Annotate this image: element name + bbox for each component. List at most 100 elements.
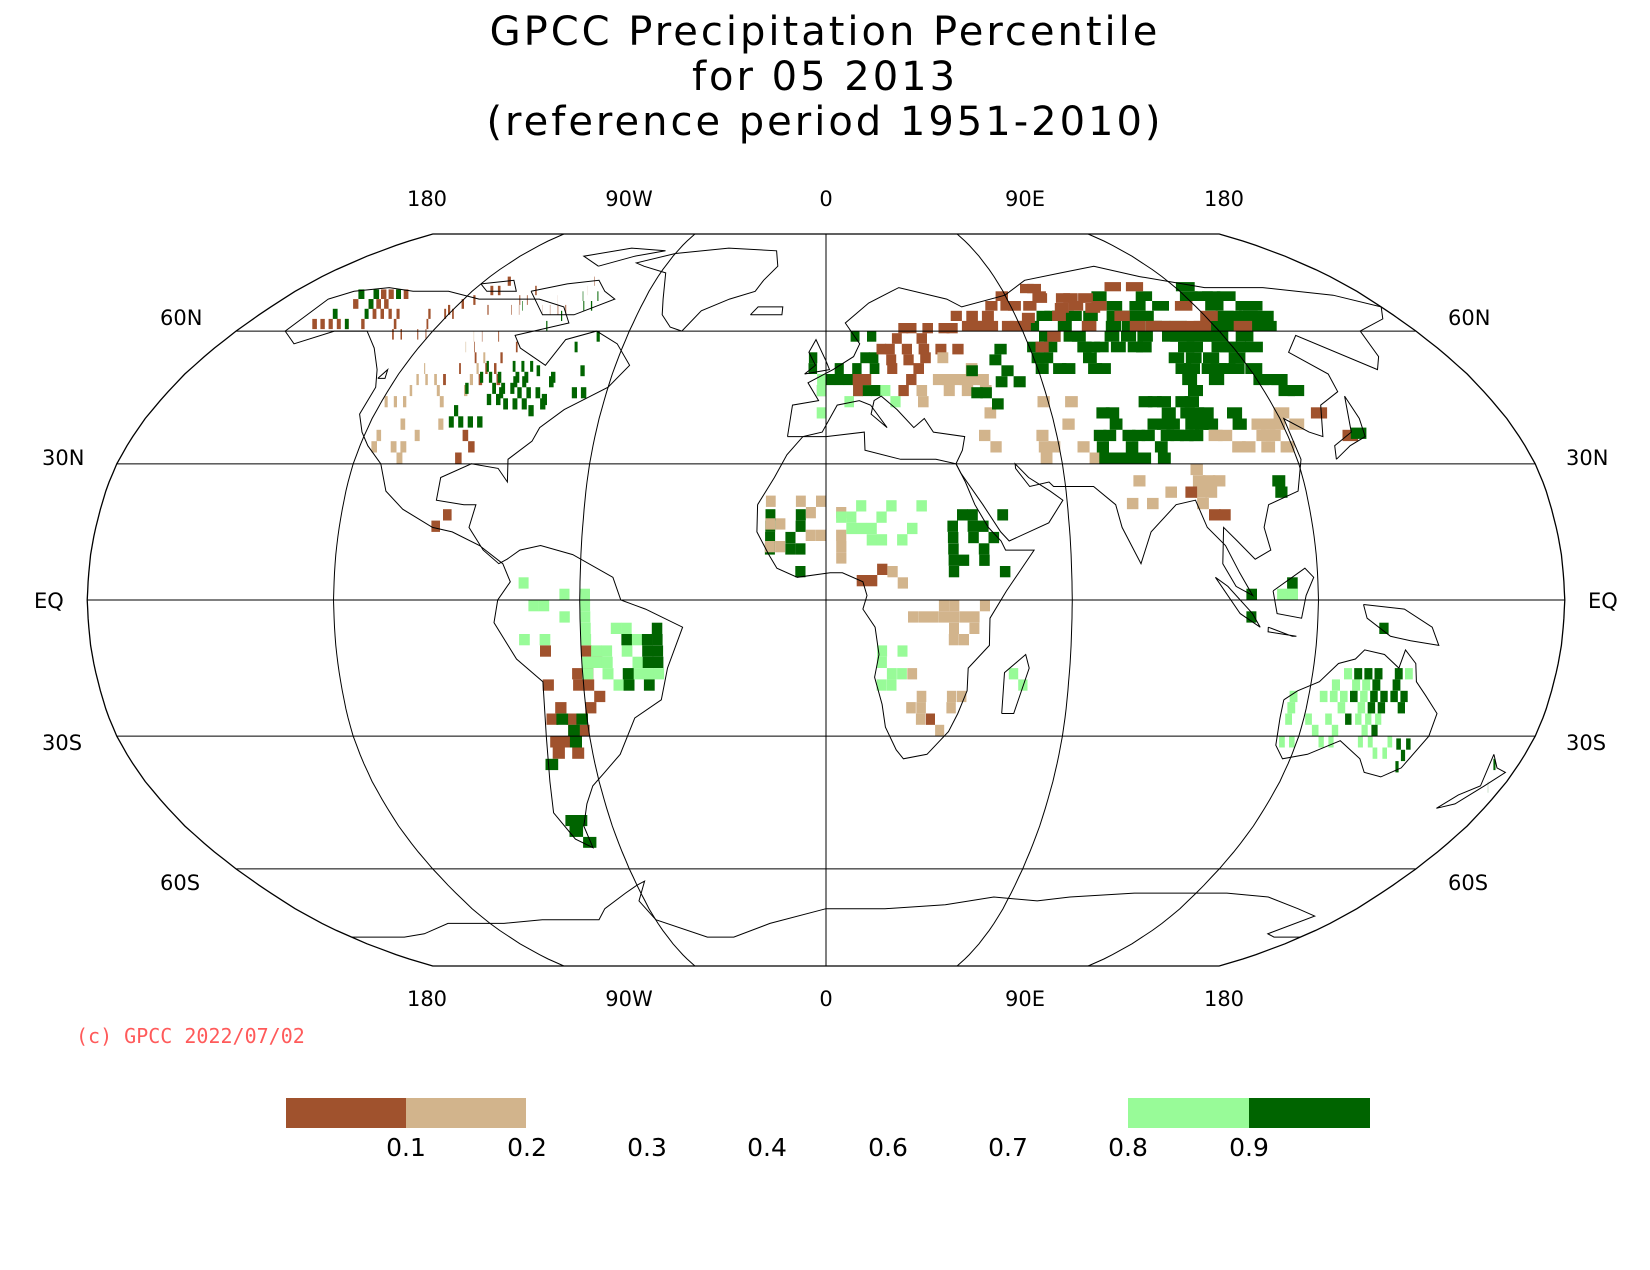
percentile-cell [436,385,440,397]
percentile-cell [1147,418,1161,430]
percentile-cell [512,398,518,410]
percentile-cell [565,304,567,315]
percentile-cell [1493,758,1496,771]
lon-label-bottom-180w: 180 [407,987,447,1011]
percentile-cell [1192,475,1206,487]
percentile-cell [1380,690,1388,703]
percentile-cell [946,690,957,703]
percentile-cell [653,668,665,680]
percentile-cell [1232,418,1247,430]
coastline [377,368,389,379]
percentile-cell [1036,310,1050,321]
percentile-cell [947,531,959,544]
percentile-cell [591,656,603,668]
percentile-cell [1253,374,1270,386]
percentile-cell [455,452,462,464]
percentile-cell [613,679,625,691]
percentile-cell [459,363,461,374]
percentile-cell [1331,724,1339,737]
percentile-cell [1185,486,1198,498]
percentile-cell [1287,577,1298,589]
percentile-cell [1168,352,1185,364]
percentile-cell [957,509,968,521]
percentile-cell [1203,352,1220,364]
percentile-cell [576,713,588,725]
percentile-cell [1367,736,1373,748]
percentile-cell [913,363,924,374]
percentile-cell [834,374,845,386]
percentile-cell [1202,475,1216,487]
percentile-cell [1325,713,1332,725]
percentile-cell [521,398,527,410]
percentile-cell [590,301,593,311]
percentile-cell [1379,622,1389,634]
percentile-cell [1175,363,1192,374]
percentile-cell [526,387,531,399]
percentile-cell [431,520,440,532]
percentile-cell [597,291,599,301]
coastline [1363,604,1440,647]
percentile-cell [948,543,959,555]
percentile-cell [1178,341,1195,353]
percentile-cell [1018,679,1028,691]
percentile-cell [1367,702,1376,714]
percentile-cell [1208,429,1223,442]
percentile-cell [1184,363,1200,374]
percentile-cell [530,360,534,372]
percentile-cell [995,376,1008,388]
percentile-cell [1067,310,1082,321]
percentile-cell [448,304,451,315]
percentile-cell [1044,310,1058,321]
percentile-cell [1406,738,1411,750]
lat-label-left-eq: EQ [34,589,64,613]
percentile-cell [550,736,563,748]
percentile-cell [384,396,388,408]
percentile-cell [1228,341,1246,353]
percentile-cell [1287,702,1296,714]
coastline [1272,567,1315,619]
percentile-cell [539,634,551,646]
percentile-cell [989,354,1002,366]
percentile-cell [1262,374,1279,386]
percentile-cell [918,611,929,623]
percentile-cell [1129,301,1146,311]
percentile-cell [1009,320,1023,332]
percentile-cell [372,308,377,319]
percentile-cell [1154,441,1168,453]
percentile-cell [765,531,776,544]
percentile-cell [643,668,654,680]
percentile-cell [1001,365,1014,377]
percentile-cell [826,374,836,386]
coastline [284,287,684,849]
legend-tick-0.8: 0.8 [1108,1133,1148,1162]
lat-label-left-30n: 30N [42,446,84,470]
percentile-cell [512,360,516,372]
percentile-cell [510,382,515,394]
lat-label-right-30s: 30S [1566,731,1606,755]
coastline [787,265,1384,597]
percentile-cell [388,289,394,299]
percentile-cell [1377,702,1386,714]
percentile-cell [540,398,546,410]
percentile-cell [1027,283,1041,294]
percentile-cell [465,382,469,394]
percentile-cell [977,520,989,532]
lat-label-left-30s: 30S [42,731,82,755]
percentile-cell [928,611,939,623]
percentile-cell [439,396,444,408]
percentile-cell [877,645,888,657]
percentile-cell [1137,310,1154,321]
percentile-cell [1063,293,1078,303]
latitude-labels: 60N 60N 30N 30N EQ EQ 30S 30S 60S 60S [34,306,1618,895]
percentile-cell [1162,331,1178,342]
percentile-cell [574,815,588,827]
percentile-cell [465,341,467,353]
percentile-cell [1057,320,1072,332]
percentile-cell [1261,418,1276,430]
percentile-cell [943,385,955,397]
percentile-cell [1157,418,1171,430]
legend-tick-0.4: 0.4 [747,1133,787,1162]
percentile-cell [474,352,477,364]
percentile-cell [877,563,888,575]
longitude-labels-bottom: 180 90W 0 90E 180 [407,987,1244,1011]
